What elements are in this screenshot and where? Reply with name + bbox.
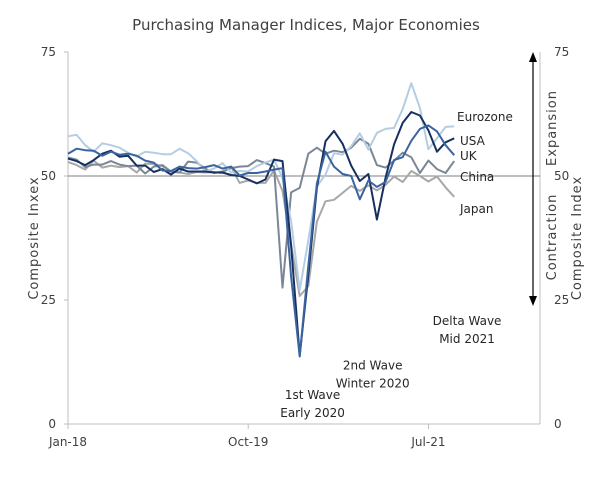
annotations: 1st Wave Early 2020 2nd Wave Winter 2020 Del…: [280, 314, 501, 420]
contraction-label: Contraction: [545, 194, 560, 281]
y-tick-left: 25: [41, 293, 56, 307]
series-line-japan: [67, 159, 455, 297]
series-label-japan: Japan: [459, 202, 493, 216]
series-label-eurozone: Eurozone: [457, 110, 513, 124]
plot-frame: [67, 52, 541, 425]
annotation-1-line-2: Early 2020: [280, 406, 345, 420]
y-tick-left: 0: [48, 417, 56, 431]
annotation-2-line-1: 2nd Wave: [343, 358, 403, 372]
y-tick-left: 50: [41, 169, 56, 183]
series-line-eurozone: [67, 124, 455, 358]
annotation-2-line-2: Winter 2020: [336, 376, 410, 390]
y-tick-right: 25: [554, 293, 569, 307]
series-line-usa: [67, 82, 455, 292]
series-label-uk: UK: [460, 149, 478, 163]
y-tick-right: 50: [554, 169, 569, 183]
y-tick-right: 0: [554, 417, 562, 431]
x-tick-label: Oct-19: [228, 435, 268, 449]
series-label-china: China: [460, 170, 494, 184]
chart-title: Purchasing Manager Indices, Major Econom…: [132, 16, 480, 34]
series-layer: [67, 82, 456, 358]
x-tick-label: Jan-18: [48, 435, 87, 449]
tick-labels: 0 0 25 25 50 50 75 75 Jan-18 Oct-19 Jul-21: [41, 45, 570, 449]
direction-indicator: Expansion Contraction: [529, 52, 560, 306]
y-axis-label-right: Composite Index: [570, 176, 585, 300]
series-line-china: [67, 137, 456, 289]
arrow-up-icon: [529, 52, 537, 62]
series-line-uk: [67, 111, 455, 357]
arrow-down-icon: [529, 296, 537, 306]
annotation-3-line-1: Delta Wave: [433, 314, 502, 328]
series-label-usa: USA: [460, 134, 486, 148]
x-tick-label: Jul-21: [410, 435, 445, 449]
y-tick-right: 75: [554, 45, 569, 59]
annotation-1-line-1: 1st Wave: [285, 388, 340, 402]
expansion-label: Expansion: [545, 90, 560, 166]
y-axis-label-left: Composite Inxex: [27, 176, 42, 299]
y-tick-left: 75: [41, 45, 56, 59]
annotation-3-line-2: Mid 2021: [439, 332, 495, 346]
